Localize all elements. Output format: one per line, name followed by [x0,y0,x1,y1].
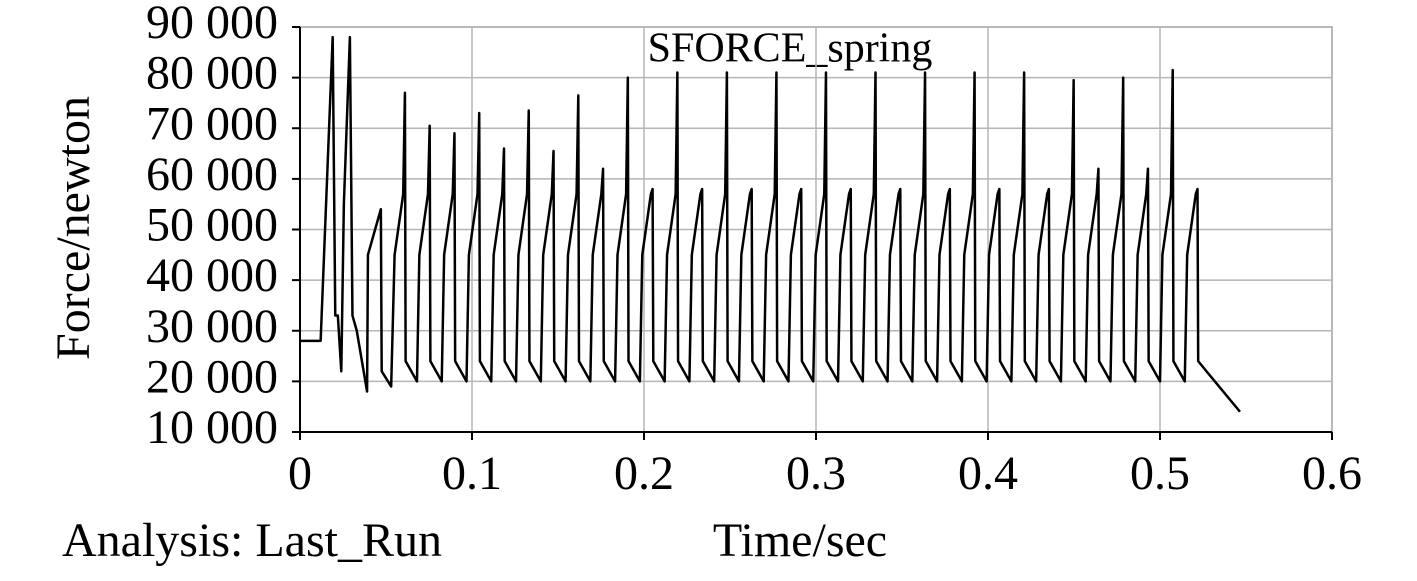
x-tick-label: 0.1 [442,447,502,500]
x-tick-label: 0 [288,447,312,500]
y-tick-label: 90 000 [146,0,278,49]
y-tick-label: 80 000 [146,47,278,100]
x-tick-label: 0.2 [614,447,674,500]
y-tick-label: 20 000 [146,350,278,403]
x-tick-label: 0.3 [786,447,846,500]
x-tick-label: 0.5 [1130,447,1190,500]
y-tick-label: 70 000 [146,97,278,150]
y-axis-label: Force/newton [47,96,100,360]
y-tick-label: 30 000 [146,300,278,353]
x-tick-label: 0.6 [1302,447,1362,500]
x-tick-label: 0.4 [958,447,1018,500]
y-tick-label: 60 000 [146,148,278,201]
annotation: Analysis: Last_Run [62,514,442,567]
y-tick-label: 50 000 [146,199,278,252]
y-tick-label: 40 000 [146,249,278,302]
y-tick-label: 10 000 [146,401,278,454]
data-line [300,35,1241,413]
x-axis-label: Time/sec [713,514,887,567]
chart-title: SFORCE_spring [648,26,933,72]
